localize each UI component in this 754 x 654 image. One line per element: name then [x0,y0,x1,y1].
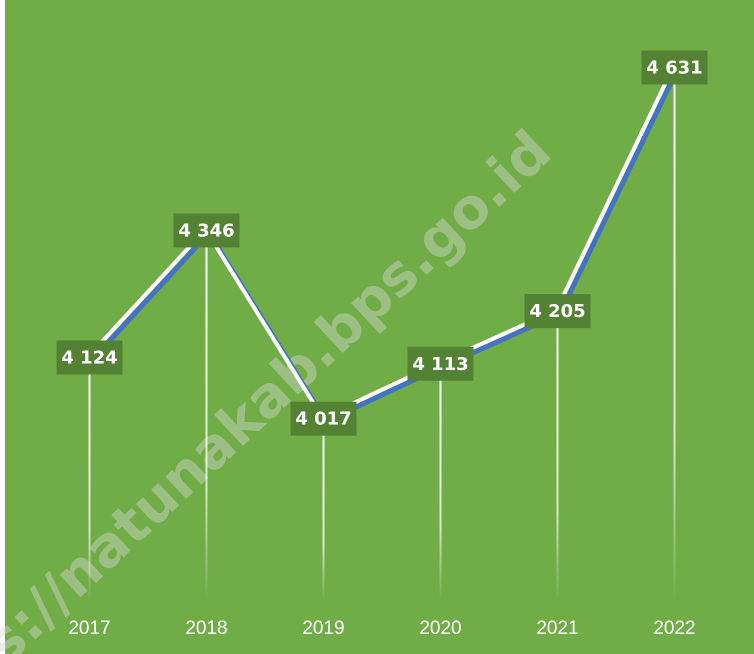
drop-line [88,357,91,600]
series-line [90,68,680,424]
x-tick-label: 2019 [302,618,344,639]
value-label: 4 631 [646,57,702,78]
x-tick-label: 2021 [536,618,578,639]
left-edge [0,0,5,654]
labels: 4 124 4 346 4 017 4 113 4 205 4 631 2017 2018 20… [56,50,708,639]
x-tick-label: 2018 [185,618,227,639]
value-label-box [407,346,474,381]
lines [87,65,680,424]
x-tick-label: 2022 [653,618,695,639]
drop-line [322,418,325,600]
value-label: 4 124 [61,347,117,368]
series-line-outline [87,65,676,420]
drop-line [673,67,676,600]
drop-line [205,230,208,600]
value-label-box [173,213,240,248]
value-label-box [641,50,708,85]
value-label-box [524,294,591,329]
x-tick-label: 2020 [419,618,461,639]
value-label: 4 205 [529,301,585,322]
value-label: 4 017 [295,409,351,430]
value-label: 4 113 [412,354,468,375]
value-label-box [56,340,123,375]
drop-line [556,311,559,600]
drop-line [439,363,442,600]
x-tick-label: 2017 [68,618,110,639]
value-label: 4 346 [178,220,234,241]
value-label-box [290,401,357,436]
drop-lines [88,67,676,600]
